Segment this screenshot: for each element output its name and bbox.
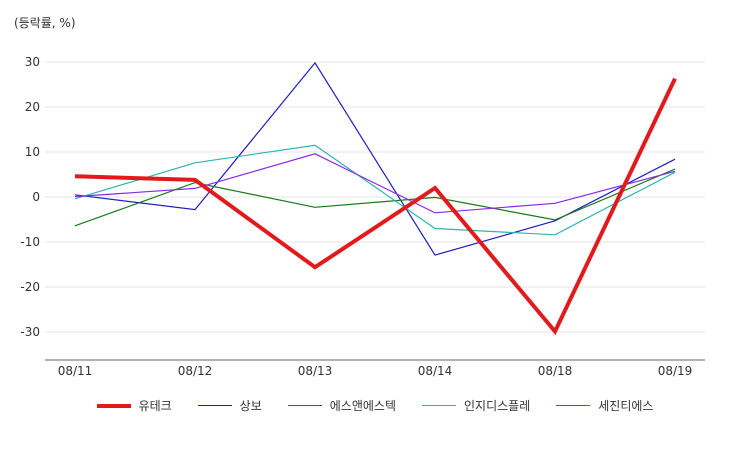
y-axis-ticks: 30 20 10 0 -10 -20 -30 (20, 55, 40, 339)
legend-label: 세진티에스 (598, 399, 654, 413)
legend-item-3[interactable]: 에스앤에스텍 (287, 397, 396, 414)
y-tick-label: 10 (25, 145, 40, 159)
legend-item-2[interactable]: 상보 (197, 397, 262, 414)
y-tick-label: 20 (25, 100, 40, 114)
legend: 유테크 상보 에스앤에스텍 인지디스플레 세진티에스 (0, 397, 750, 414)
x-tick-label: 08/14 (418, 364, 453, 378)
legend-label: 상보 (239, 399, 262, 413)
y-axis-unit-label: (등락률, %) (14, 16, 76, 30)
x-tick-label: 08/11 (58, 364, 93, 378)
x-tick-label: 08/19 (658, 364, 693, 378)
y-tick-label: -20 (20, 280, 40, 294)
series-line-5 (74, 153, 676, 214)
legend-label: 에스앤에스텍 (329, 399, 396, 413)
series-line-2 (74, 61, 676, 256)
legend-label: 인지디스플레 (464, 399, 531, 413)
legend-swatch (556, 405, 591, 406)
y-tick-label: -30 (20, 325, 40, 339)
series-lines (74, 61, 677, 336)
y-tick-label: -10 (20, 235, 40, 249)
series-line-1 (74, 77, 677, 336)
series-line-4 (74, 144, 676, 236)
legend-label: 유테크 (138, 399, 172, 413)
legend-swatch (287, 405, 322, 406)
x-tick-label: 08/18 (538, 364, 573, 378)
grid-lines (45, 61, 705, 333)
legend-swatch (422, 405, 456, 406)
x-tick-label: 08/12 (178, 364, 213, 378)
y-tick-label: 0 (32, 190, 40, 204)
x-axis-ticks: 08/11 08/12 08/13 08/14 08/18 08/19 (58, 364, 693, 378)
legend-swatch (197, 405, 232, 406)
legend-swatch (96, 403, 131, 408)
legend-item-1[interactable]: 유테크 (96, 397, 172, 414)
y-tick-label: 30 (25, 55, 40, 69)
legend-item-4[interactable]: 인지디스플레 (422, 397, 530, 414)
x-tick-label: 08/13 (298, 364, 333, 378)
legend-item-5[interactable]: 세진티에스 (556, 397, 653, 414)
